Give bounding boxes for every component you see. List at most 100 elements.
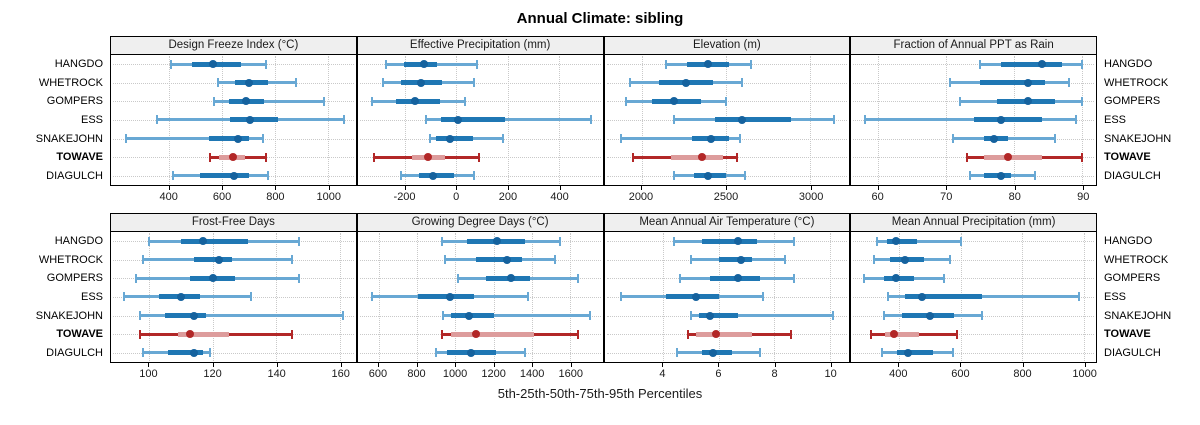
whisker-cap-left [169, 59, 172, 69]
median-dot [411, 97, 420, 106]
axis-tick-label: 4 [659, 368, 666, 380]
whisker-cap-right [792, 236, 795, 246]
whisker-cap-left [689, 255, 692, 265]
axis-tick-label: 600 [368, 368, 388, 380]
whisker-cap-right [1067, 78, 1070, 88]
station-label-diagulch: DIAGULCH [1104, 169, 1161, 182]
percentile-row-gompers [111, 92, 356, 111]
axis-tick-label: 70 [940, 191, 953, 203]
axis-tick-label: 90 [1077, 191, 1090, 203]
station-label-ess: ESS [1104, 114, 1127, 127]
whisker-cap-left [428, 134, 431, 144]
median-dot [918, 292, 927, 301]
axis-tick-label: 160 [331, 368, 350, 380]
iqr-band-25-75 [885, 331, 919, 337]
median-dot [445, 292, 454, 301]
whisker-cap-left [887, 292, 890, 302]
percentile-row-ess [358, 288, 603, 307]
percentile-row-hangdo [111, 55, 356, 74]
median-dot [199, 237, 208, 246]
iqr-band-25-75 [983, 154, 1042, 160]
station-labels: HANGDO WHETROCK GOMPERS ESS SNAKEJOHN TOWAVE D… [1097, 55, 1200, 185]
median-dot [241, 97, 250, 106]
iqr-band-25-75 [718, 257, 752, 263]
whisker-cap-left [371, 292, 374, 302]
median-dot [493, 237, 502, 246]
median-dot [706, 134, 715, 143]
climate-percentiles-figure: Annual Climate: sibling HANGDO WHETROCK GO… [36, 10, 1200, 401]
percentile-row-towave [851, 148, 1096, 167]
median-dot [1003, 153, 1012, 162]
whisker-cap-left [213, 96, 216, 106]
whisker-cap-left [881, 348, 884, 358]
axis-tick [726, 186, 728, 190]
median-dot [244, 78, 253, 87]
station-label-towave: TOWAVE [1104, 328, 1151, 341]
whisker-cap-right [553, 255, 556, 265]
whisker-cap-right [322, 96, 325, 106]
whisker-cap-left [440, 329, 443, 339]
whisker-cap-right [759, 348, 762, 358]
panel-box: Design Freeze Index (°C) [110, 36, 357, 186]
percentile-row-towave [358, 148, 603, 167]
panel-title: Fraction of Annual PPT as Rain [851, 37, 1096, 55]
whisker-cap-left [952, 134, 955, 144]
panel-title: Design Freeze Index (°C) [111, 37, 356, 55]
axis-tick [416, 363, 418, 367]
percentile-row-diagulch [111, 343, 356, 362]
range-5-95 [888, 295, 1080, 299]
x-axis: 400 600 800 1000 [110, 186, 357, 206]
whisker-cap-right [1078, 292, 1081, 302]
whisker-cap-left [969, 171, 972, 181]
median-dot [734, 237, 742, 246]
whisker-cap-left [172, 171, 175, 181]
axis-tick-label: 1600 [558, 368, 583, 380]
whisker-cap-right [750, 59, 753, 69]
percentile-row-diagulch [851, 166, 1096, 185]
whisker-cap-left [441, 311, 444, 321]
whisker-cap-left [443, 255, 446, 265]
axis-tick [455, 363, 457, 367]
percentile-row-whetrock [358, 74, 603, 93]
whisker-cap-left [124, 134, 127, 144]
median-dot [208, 60, 217, 69]
whisker-cap-right [262, 134, 265, 144]
median-dot [228, 153, 237, 162]
plot-area [111, 232, 356, 362]
axis-tick-label: 800 [407, 368, 426, 380]
whisker-cap-right [464, 96, 467, 106]
whisker-cap-right [1081, 152, 1084, 162]
iqr-band-25-75 [701, 238, 758, 244]
iqr-band-25-75 [193, 257, 232, 263]
axis-tick-label: 10 [824, 368, 837, 380]
axis-tick [662, 363, 664, 367]
whisker-cap-right [951, 348, 954, 358]
median-dot [697, 153, 706, 162]
whisker-cap-left [620, 292, 623, 302]
axis-tick [276, 363, 278, 367]
axis-tick [946, 186, 948, 190]
whisker-cap-right [526, 292, 529, 302]
percentile-row-diagulch [605, 166, 850, 185]
median-dot [420, 60, 429, 69]
median-dot [234, 134, 242, 143]
percentile-row-diagulch [358, 343, 603, 362]
axis-tick-label: 600 [951, 368, 970, 380]
percentile-row-diagulch [605, 343, 850, 362]
median-dot [464, 311, 473, 320]
whisker-cap-left [138, 329, 141, 339]
station-label-hangdo: HANGDO [1104, 58, 1153, 71]
plot-area [851, 55, 1096, 185]
axis-tick-label: 80 [1008, 191, 1021, 203]
whisker-cap-right [739, 134, 742, 144]
axis-tick-label: 800 [266, 191, 285, 203]
row-guide [359, 82, 601, 84]
plot-area [605, 55, 850, 185]
whisker-cap-left [632, 152, 635, 162]
whisker-cap-left [959, 96, 962, 106]
whisker-cap-left [689, 311, 692, 321]
axis-tick-label: -200 [393, 191, 416, 203]
whisker-cap-right [524, 348, 527, 358]
station-label-ess: ESS [80, 114, 103, 127]
iqr-band-25-75 [973, 117, 1042, 123]
